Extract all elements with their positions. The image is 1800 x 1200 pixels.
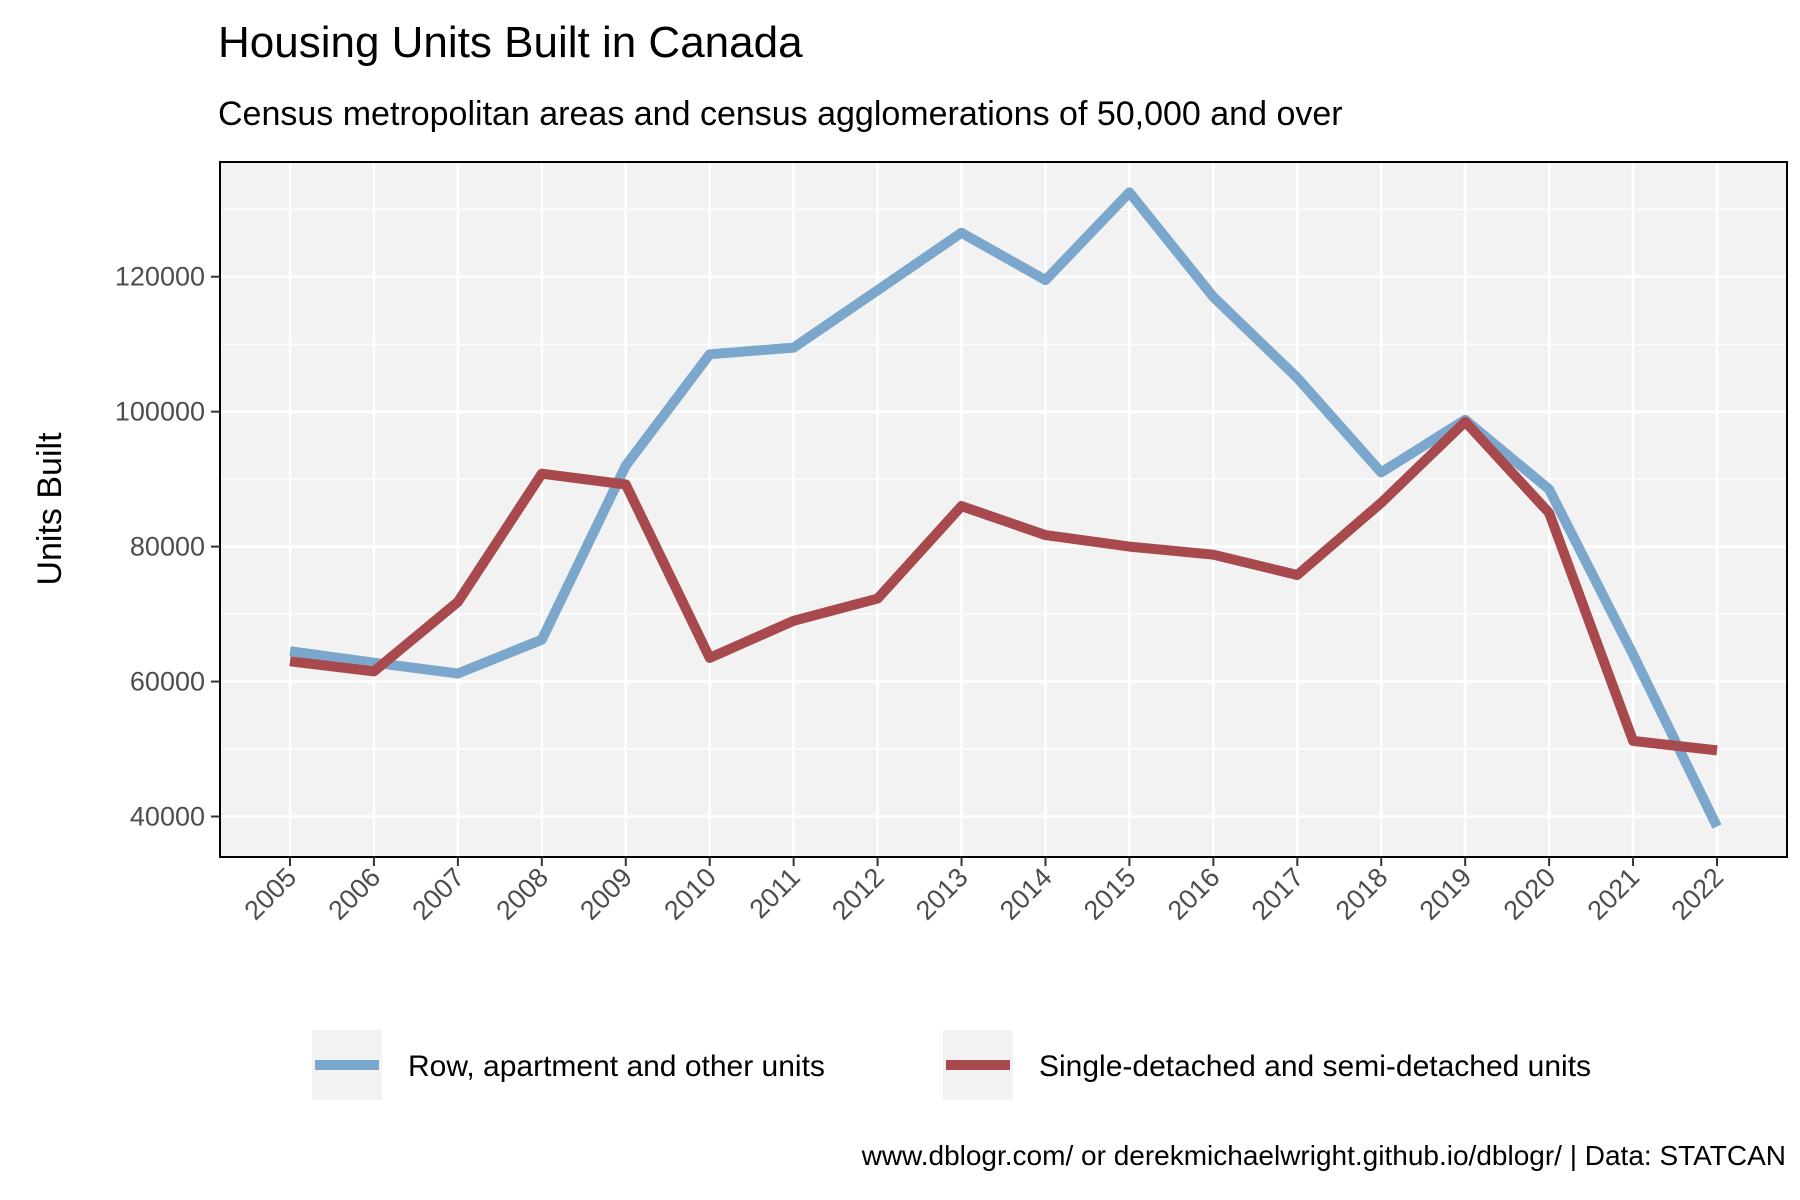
- grid-minor: [220, 208, 1787, 750]
- x-tick-label: 2008: [490, 862, 554, 926]
- legend-label-single-detached: Single-detached and semi-detached units: [1039, 1050, 1591, 1083]
- y-tick-label: 80000: [130, 532, 205, 562]
- x-tick-label: 2021: [1582, 862, 1646, 926]
- chart-caption: www.dblogr.com/ or derekmichaelwright.gi…: [861, 1140, 1786, 1171]
- y-axis: 40000 60000 80000 100000 120000: [115, 262, 220, 832]
- x-tick-label: 2014: [994, 862, 1058, 926]
- y-axis-label: Units Built: [31, 432, 69, 586]
- x-tick-label: 2013: [910, 862, 974, 926]
- series-layer: [289, 187, 1722, 829]
- x-tick-label: 2010: [658, 862, 722, 926]
- x-tick-label: 2022: [1666, 862, 1730, 926]
- y-tick-label: 120000: [115, 262, 205, 292]
- chart-title: Housing Units Built in Canada: [218, 18, 803, 67]
- x-tick-label: 2016: [1162, 862, 1226, 926]
- legend: Row, apartment and other units Single-de…: [312, 1030, 1591, 1100]
- legend-label-row-apartment: Row, apartment and other units: [408, 1050, 825, 1083]
- chart-subtitle: Census metropolitan areas and census agg…: [218, 95, 1343, 133]
- x-axis: 2005 2006 2007 2008 2009 2010 2011 2012 2013 2014…: [239, 857, 1730, 926]
- plot-border: [219, 161, 1788, 858]
- x-tick-label: 2012: [826, 862, 890, 926]
- x-tick-label: 2019: [1414, 862, 1478, 926]
- x-tick-label: 2018: [1330, 862, 1394, 926]
- x-tick-label: 2020: [1498, 862, 1562, 926]
- x-tick-label: 2017: [1246, 862, 1310, 926]
- x-tick-label: 2015: [1078, 862, 1142, 926]
- y-tick-label: 60000: [130, 667, 205, 697]
- x-tick-label: 2007: [406, 862, 470, 926]
- x-tick-label: 2006: [322, 862, 386, 926]
- x-tick-label: 2009: [574, 862, 638, 926]
- x-tick-label: 2011: [744, 862, 806, 924]
- x-tick-label: 2005: [239, 862, 303, 926]
- series-line-single-detached: [289, 416, 1718, 756]
- y-tick-label: 40000: [130, 802, 205, 832]
- grid-major: [220, 162, 1787, 857]
- y-tick-label: 100000: [115, 397, 205, 427]
